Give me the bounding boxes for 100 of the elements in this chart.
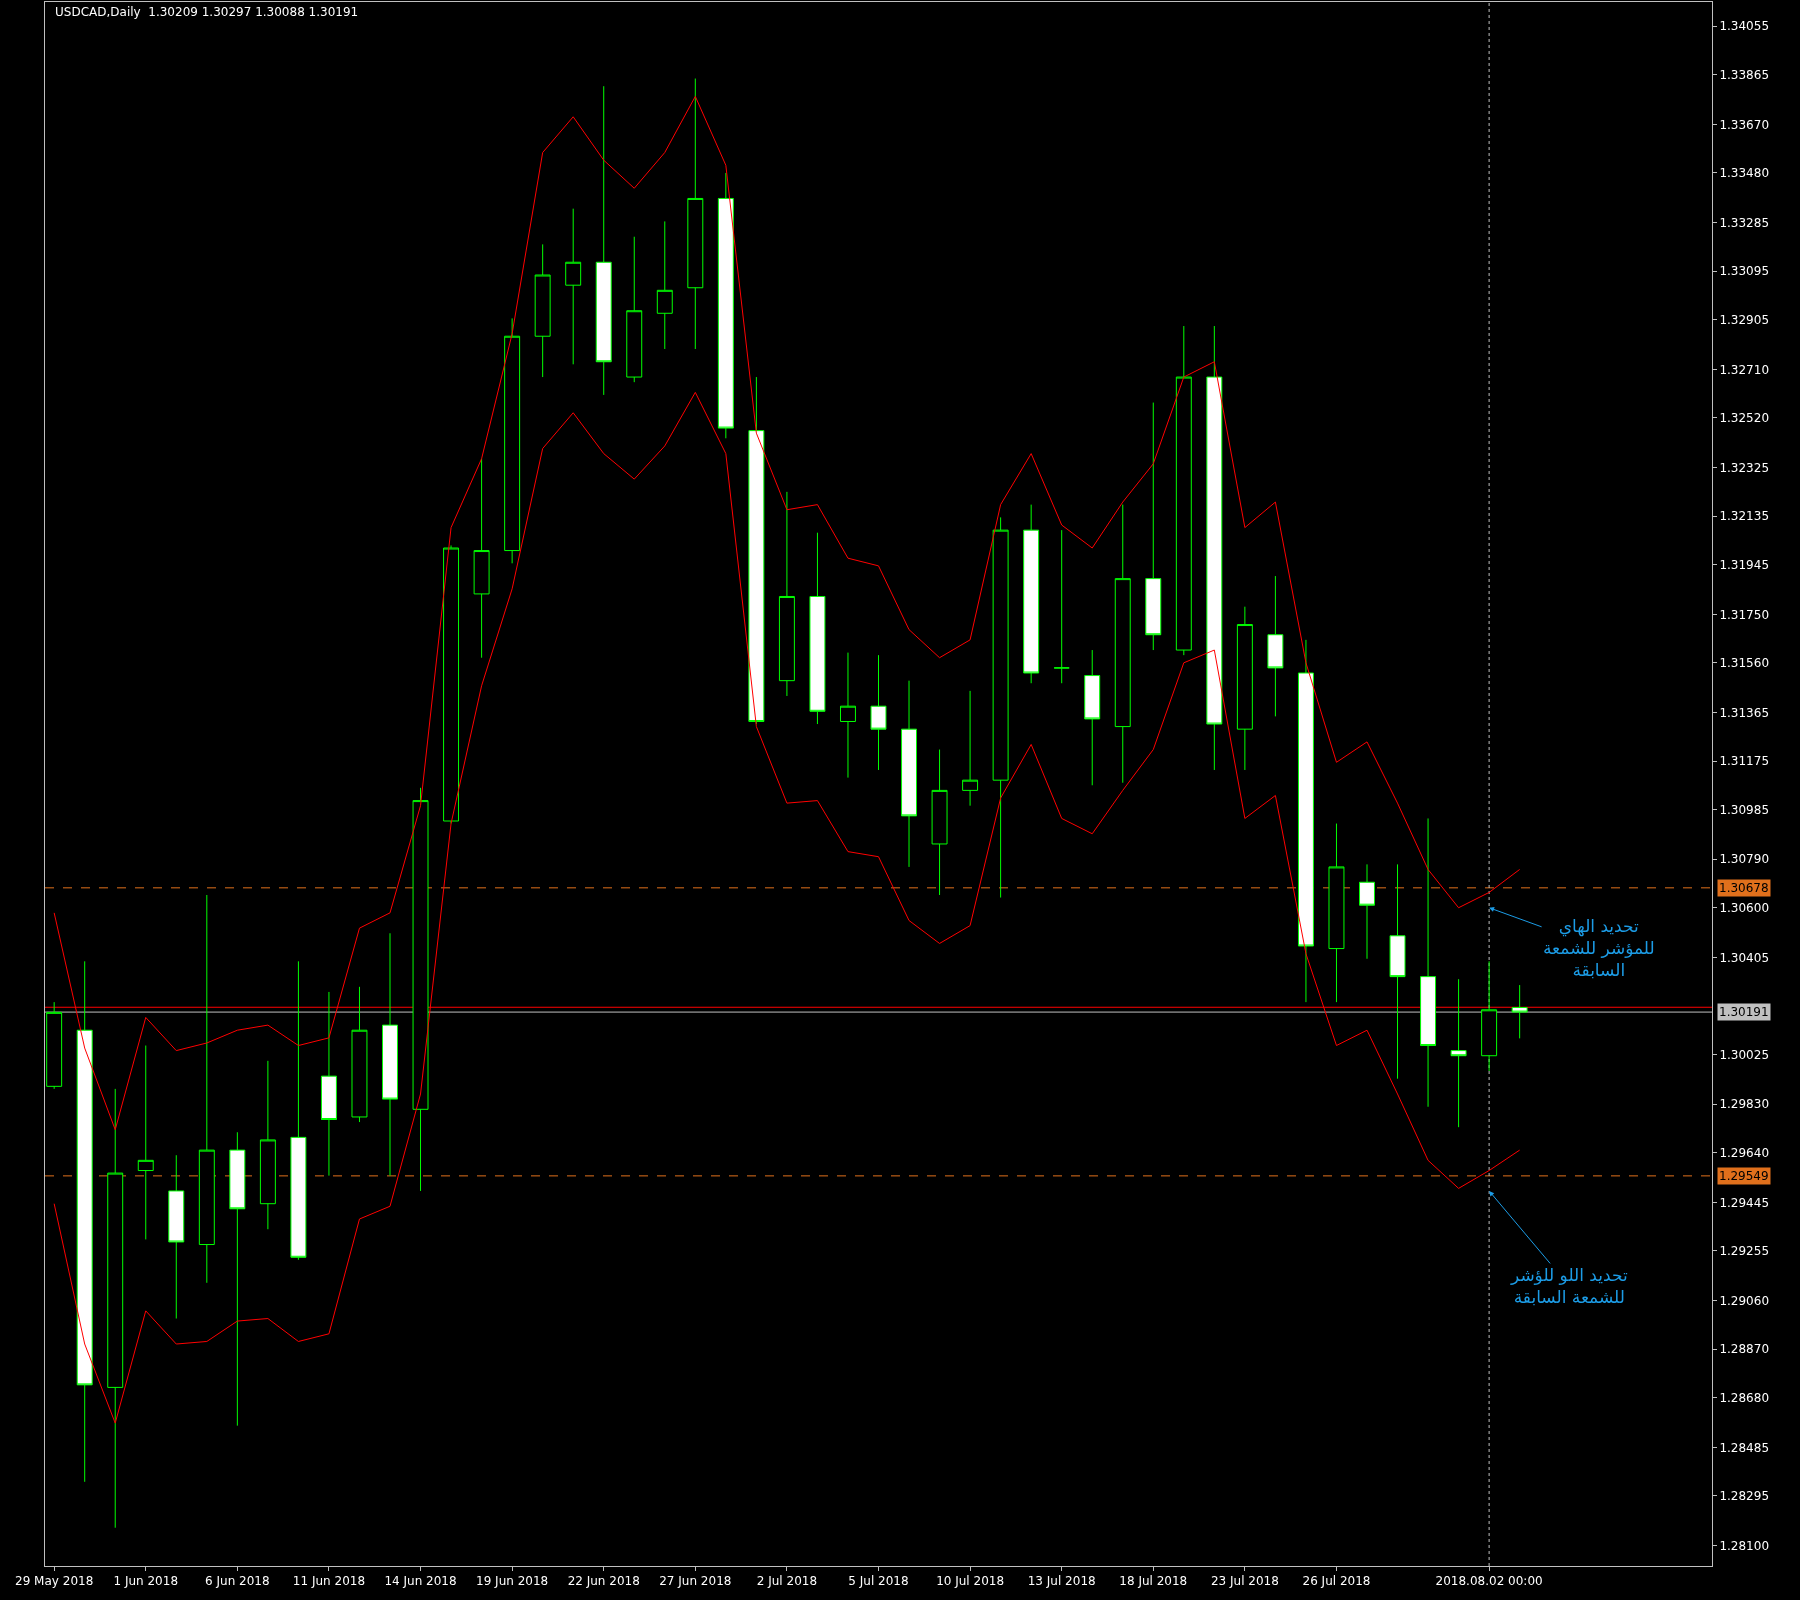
y-tick-label: 1.34055 <box>1719 19 1770 34</box>
x-tick-label: 13 Jul 2018 <box>1027 1574 1096 1589</box>
x-tick-label: 2018.08.02 00:00 <box>1435 1574 1543 1589</box>
y-tick-label: 1.30405 <box>1719 950 1770 965</box>
y-tick-label: 1.28680 <box>1719 1390 1770 1405</box>
candlestick <box>290 960 307 1261</box>
y-tick-label: 1.29445 <box>1719 1195 1770 1210</box>
candlestick <box>76 960 93 1483</box>
y-tick-label: 1.29640 <box>1719 1145 1770 1160</box>
ref-line-label: 1.29549 <box>1719 1169 1769 1183</box>
ref-line-label: 1.30678 <box>1719 881 1769 895</box>
x-tick-label: 18 Jul 2018 <box>1119 1574 1188 1589</box>
candlestick <box>229 1131 246 1427</box>
candlestick <box>1420 817 1437 1108</box>
candlestick <box>1450 978 1467 1128</box>
candlestick <box>626 236 643 383</box>
candlestick <box>1206 325 1223 771</box>
chart-title: USDCAD,Daily 1.30209 1.30297 1.30088 1.30191 <box>55 5 359 20</box>
candlestick <box>473 458 490 659</box>
candlestick <box>259 1060 276 1230</box>
candlestick <box>107 1088 124 1529</box>
x-tick-label: 14 Jun 2018 <box>384 1574 457 1589</box>
y-tick-label: 1.28870 <box>1719 1342 1770 1357</box>
candlestick <box>1267 575 1284 717</box>
candlestick <box>443 544 460 825</box>
candlestick <box>1236 606 1253 771</box>
y-tick-label: 1.32905 <box>1719 312 1770 327</box>
y-tick-label: 1.28485 <box>1719 1440 1770 1455</box>
candlestick <box>504 317 521 564</box>
candlestick <box>962 690 979 807</box>
y-tick-label: 1.33480 <box>1719 166 1770 181</box>
candlestick <box>595 85 612 396</box>
annotation: تحديد اللو للؤشر للشمعة السابقة <box>1510 1265 1628 1308</box>
candlestick <box>1023 504 1040 684</box>
candlestick <box>1297 639 1314 1003</box>
ref-line-label: 1.30191 <box>1719 1005 1769 1019</box>
x-tick-label: 26 Jul 2018 <box>1302 1574 1371 1589</box>
candlestick <box>1114 504 1131 784</box>
y-tick-label: 1.28100 <box>1719 1538 1770 1553</box>
y-tick-label: 1.30985 <box>1719 802 1770 817</box>
candlestick <box>46 1001 63 1090</box>
y-tick-label: 1.32710 <box>1719 362 1770 377</box>
y-tick-label: 1.30025 <box>1719 1047 1770 1062</box>
x-tick-label: 29 May 2018 <box>15 1574 94 1589</box>
candlestick <box>565 208 582 365</box>
y-tick-label: 1.31175 <box>1719 754 1770 769</box>
y-tick-label: 1.32135 <box>1719 509 1770 524</box>
x-tick-label: 6 Jun 2018 <box>205 1574 270 1589</box>
candlestick <box>931 749 948 896</box>
candlestick <box>1175 325 1192 656</box>
x-tick-label: 2 Jul 2018 <box>756 1574 818 1589</box>
x-tick-label: 19 Jun 2018 <box>476 1574 549 1589</box>
candlestick <box>534 243 551 378</box>
y-tick-label: 1.32325 <box>1719 460 1770 475</box>
candlestick <box>137 1045 154 1240</box>
x-tick-label: 23 Jul 2018 <box>1210 1574 1279 1589</box>
candlestick <box>351 986 368 1123</box>
candlestick <box>687 78 704 350</box>
y-tick-label: 1.31560 <box>1719 656 1770 671</box>
x-tick-label: 10 Jul 2018 <box>936 1574 1005 1589</box>
candlestick <box>839 652 856 779</box>
x-tick-label: 1 Jun 2018 <box>113 1574 179 1589</box>
y-tick-label: 1.31750 <box>1719 607 1770 622</box>
candlestick <box>1511 984 1528 1039</box>
candlestick <box>412 787 429 1192</box>
candlestick <box>778 491 795 697</box>
candlestick <box>1359 863 1375 960</box>
candlestick <box>656 220 673 350</box>
y-tick-label: 1.29060 <box>1719 1293 1770 1308</box>
y-tick-label: 1.29830 <box>1719 1097 1770 1112</box>
candlestick <box>717 172 734 439</box>
y-tick-label: 1.30600 <box>1719 900 1770 915</box>
annotation: تحديد الهاي للمؤشر للشمعة السابقة <box>1543 916 1655 981</box>
candlestick <box>320 991 337 1177</box>
candlestick <box>198 894 215 1284</box>
candlestick <box>870 654 887 771</box>
candlestick <box>1053 529 1070 684</box>
candlestick <box>901 680 918 868</box>
x-tick-label: 5 Jul 2018 <box>848 1574 909 1589</box>
y-tick-label: 1.32520 <box>1719 411 1770 426</box>
candlestick <box>748 376 765 725</box>
y-tick-label: 1.31945 <box>1719 557 1770 572</box>
x-tick-label: 27 Jun 2018 <box>659 1574 732 1589</box>
y-tick-label: 1.33670 <box>1719 117 1770 132</box>
x-tick-label: 22 Jun 2018 <box>567 1574 640 1589</box>
candlestick <box>168 1154 185 1320</box>
x-tick-label: 11 Jun 2018 <box>292 1574 366 1589</box>
candlestick <box>1328 823 1345 1003</box>
candlestick <box>1481 960 1498 1072</box>
candlestick <box>382 932 398 1177</box>
y-tick-label: 1.33285 <box>1719 215 1770 230</box>
candlestick <box>1145 402 1162 651</box>
candlestick <box>1084 649 1101 786</box>
y-tick-label: 1.29255 <box>1719 1244 1770 1259</box>
y-tick-label: 1.31365 <box>1719 705 1770 720</box>
y-tick-label: 1.33865 <box>1719 67 1770 82</box>
candlestick <box>1389 863 1406 1080</box>
y-tick-label: 1.33095 <box>1719 264 1770 279</box>
y-tick-label: 1.28295 <box>1719 1489 1770 1504</box>
y-tick-label: 1.30790 <box>1719 852 1770 867</box>
